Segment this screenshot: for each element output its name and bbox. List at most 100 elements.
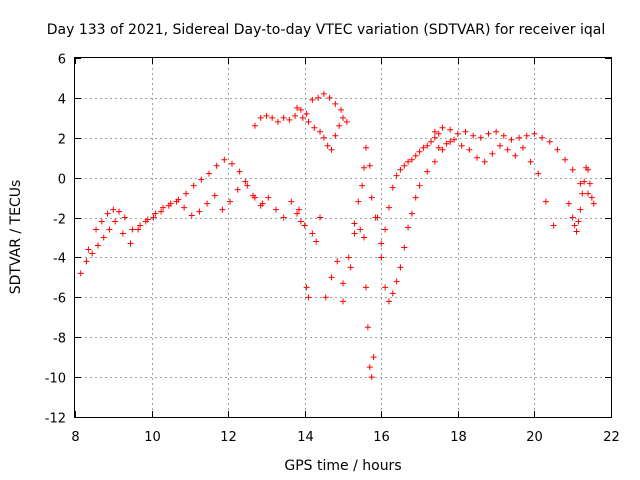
- data-point: [470, 132, 477, 139]
- data-point: [324, 142, 331, 149]
- data-point: [269, 114, 276, 121]
- data-point: [408, 156, 415, 163]
- data-point: [351, 230, 358, 237]
- data-point: [196, 208, 203, 215]
- data-point: [129, 226, 136, 233]
- data-point: [234, 186, 241, 193]
- data-point: [165, 202, 172, 209]
- y-tick-label: 2: [58, 133, 66, 148]
- data-point: [112, 218, 119, 225]
- series-track-f: [340, 138, 454, 305]
- data-point: [581, 178, 588, 185]
- data-point: [152, 210, 159, 217]
- data-point: [424, 168, 431, 175]
- data-point: [454, 130, 461, 137]
- x-tick-label: 10: [144, 430, 161, 445]
- data-point: [127, 240, 134, 247]
- data-point: [397, 166, 404, 173]
- data-point: [85, 246, 92, 253]
- data-point: [562, 156, 569, 163]
- data-point: [334, 258, 341, 265]
- data-point: [309, 230, 316, 237]
- data-point: [98, 218, 105, 225]
- data-point: [585, 166, 592, 173]
- data-point: [378, 254, 385, 261]
- data-point: [294, 210, 301, 217]
- data-point: [313, 238, 320, 245]
- data-point: [393, 278, 400, 285]
- data-point: [504, 146, 511, 153]
- series-track-h: [431, 124, 597, 207]
- data-point: [150, 214, 157, 221]
- data-point: [227, 198, 234, 205]
- data-point: [280, 114, 287, 121]
- data-point: [328, 146, 335, 153]
- grid: [75, 58, 611, 417]
- data-point: [332, 100, 339, 107]
- data-point: [320, 134, 327, 141]
- data-point: [213, 162, 220, 169]
- data-point: [142, 218, 149, 225]
- data-point: [211, 192, 218, 199]
- data-point: [519, 144, 526, 151]
- x-tick-label: 12: [220, 430, 237, 445]
- data-point: [294, 104, 301, 111]
- data-point: [577, 206, 584, 213]
- data-point: [405, 158, 412, 165]
- data-point: [119, 230, 126, 237]
- data-point: [317, 128, 324, 135]
- data-point: [322, 294, 329, 301]
- data-point: [428, 138, 435, 145]
- data-point: [288, 198, 295, 205]
- data-point: [297, 106, 304, 113]
- data-point: [303, 110, 310, 117]
- data-point: [493, 128, 500, 135]
- y-tick-label: 6: [58, 53, 66, 68]
- data-point: [106, 226, 113, 233]
- data-point: [181, 204, 188, 211]
- data-point: [340, 114, 346, 121]
- x-tick-label: 14: [297, 430, 314, 445]
- x-tick-label: 18: [450, 430, 467, 445]
- x-axis-title: GPS time / hours: [284, 458, 401, 474]
- data-point: [309, 96, 316, 103]
- series-track-e: [294, 210, 377, 381]
- data-point: [100, 234, 107, 241]
- data-point: [401, 244, 408, 251]
- data-point: [439, 146, 446, 153]
- data-point: [393, 172, 400, 179]
- data-point: [389, 184, 396, 191]
- data-point: [462, 128, 469, 135]
- data-point: [451, 136, 458, 143]
- data-point: [104, 210, 111, 217]
- data-point: [412, 194, 419, 201]
- data-point: [408, 210, 415, 217]
- data-point: [579, 190, 586, 197]
- data-point: [297, 218, 304, 225]
- series-track-c: [251, 90, 350, 129]
- data-point: [183, 190, 190, 197]
- data-point: [361, 164, 368, 171]
- data-point: [94, 242, 101, 249]
- data-point: [244, 182, 251, 189]
- data-point: [531, 130, 538, 137]
- data-point: [332, 132, 339, 139]
- data-point: [366, 364, 373, 371]
- y-tick-label: 0: [58, 173, 66, 188]
- data-point: [173, 198, 180, 205]
- data-point: [378, 240, 385, 247]
- data-point: [542, 198, 549, 205]
- data-point: [382, 226, 389, 233]
- data-markers: [77, 90, 597, 381]
- data-point: [500, 132, 507, 139]
- y-tick-label: -4: [53, 252, 66, 267]
- data-point: [93, 226, 100, 233]
- series-track-d: [294, 104, 346, 153]
- data-point: [77, 270, 84, 277]
- data-point: [496, 142, 503, 149]
- data-point: [458, 142, 465, 149]
- data-point: [250, 192, 257, 199]
- data-point: [575, 218, 582, 225]
- data-point: [590, 200, 597, 207]
